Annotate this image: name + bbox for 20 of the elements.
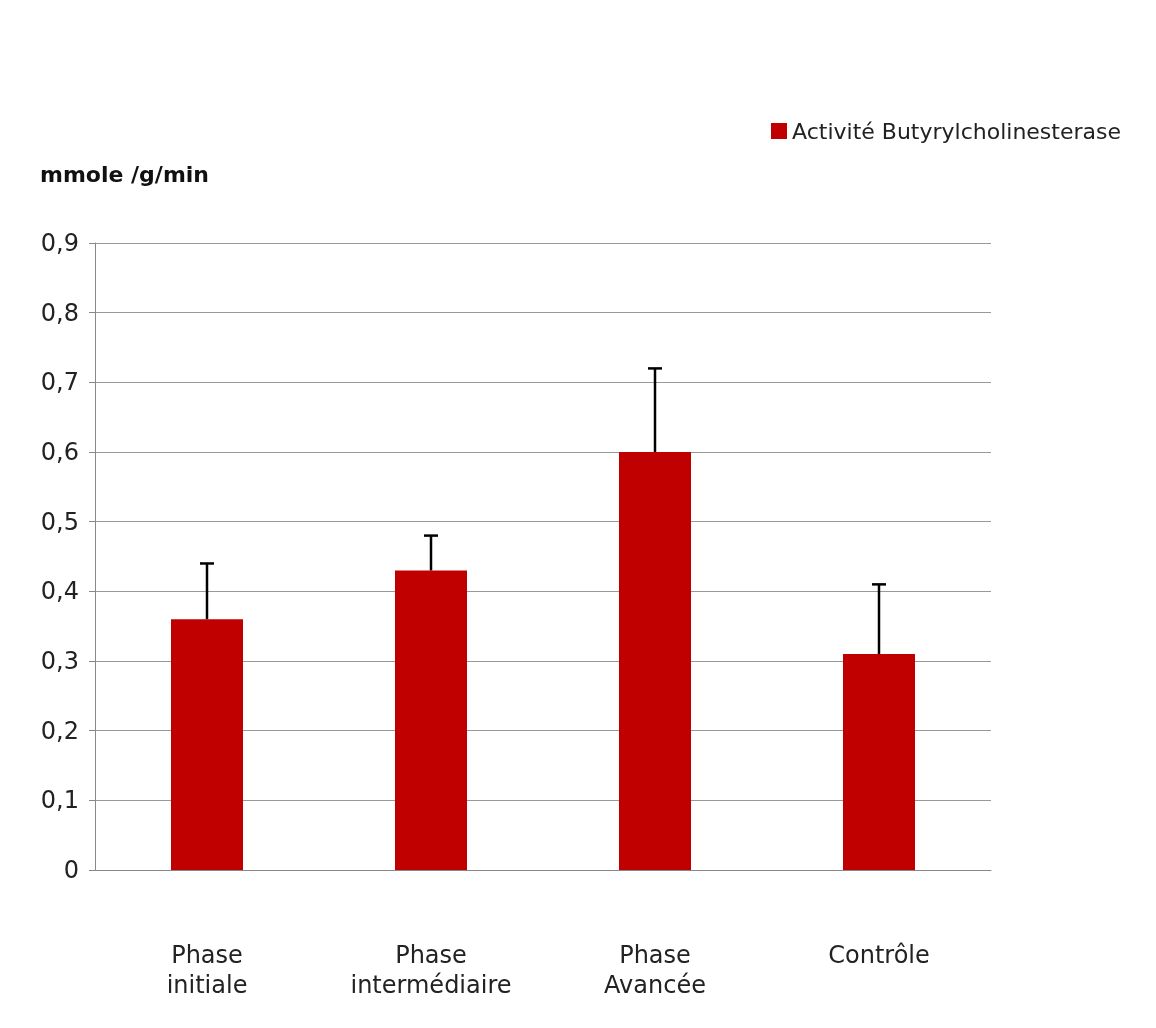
x-tick-label: Phase initiale	[166, 941, 248, 999]
y-tick-label: 0,5	[40, 507, 79, 536]
bar	[171, 619, 243, 870]
x-tick-label: Phase intermédiaire	[350, 941, 512, 999]
y-axis-title: mmole /g/min	[40, 161, 210, 187]
y-tick-label: 0,4	[40, 577, 79, 606]
bar	[619, 452, 691, 870]
y-tick-label: 0,7	[40, 368, 79, 397]
y-tick-label: 0,8	[40, 298, 79, 327]
y-tick-label: 0,9	[40, 229, 79, 257]
y-tick-label: 0,6	[40, 438, 79, 466]
y-tick-label: 0,2	[40, 716, 79, 745]
y-tick-label: 0,1	[40, 786, 79, 815]
y-tick-label: 0,3	[40, 647, 79, 675]
y-tick-label: 0	[63, 856, 79, 884]
bar	[395, 570, 467, 870]
bar	[843, 654, 915, 870]
x-tick-label: Phase Avancée	[604, 941, 706, 999]
x-tick-label: Contrôle	[828, 941, 930, 969]
legend-label: Activité Butyrylcholinesterase	[792, 118, 1122, 144]
